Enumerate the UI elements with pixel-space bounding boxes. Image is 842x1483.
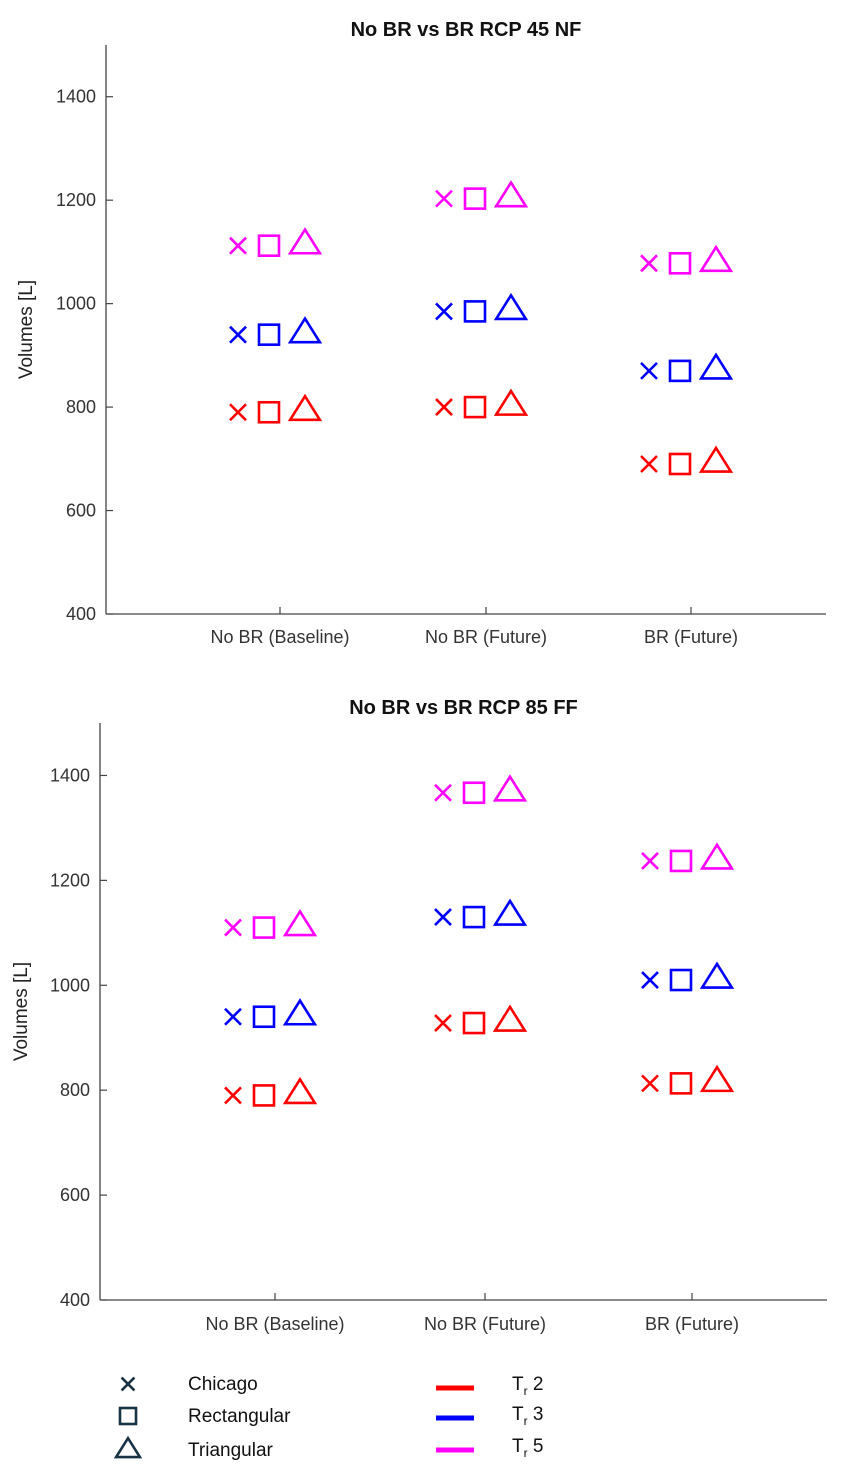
data-point-rectangular: [669, 849, 693, 873]
y-axis-label: Volumes [L]: [11, 962, 32, 1061]
data-point-chicago: [229, 325, 247, 344]
data-point-rectangular: [252, 1005, 276, 1029]
legend: Chicago Rectangular Triangular Tr 2 Tr 3 Tr 5: [113, 1374, 543, 1461]
data-point-triangular: [492, 1004, 528, 1032]
data-point-triangular: [699, 1064, 735, 1093]
y-tick-label: 1200: [56, 190, 96, 210]
data-point-rectangular: [257, 323, 281, 346]
square-marker-icon: [118, 1406, 138, 1426]
data-point-chicago: [640, 254, 658, 273]
data-point-chicago: [434, 908, 452, 927]
data-point-triangular: [698, 244, 734, 273]
y-tick-label: 400: [60, 1290, 90, 1310]
data-point-triangular: [699, 842, 735, 870]
y-tick-label: 1200: [50, 870, 90, 890]
legend-label-tr2: Tr 2: [512, 1374, 543, 1398]
data-point-chicago: [434, 783, 452, 802]
data-point-rectangular: [463, 187, 487, 210]
data-point-chicago: [641, 852, 659, 870]
data-point-rectangular: [668, 359, 692, 383]
data-point-chicago: [224, 918, 242, 937]
data-point-rectangular: [462, 781, 486, 805]
series-tr-3: [224, 898, 735, 1029]
data-point-triangular: [492, 898, 528, 926]
data-point-rectangular: [252, 916, 276, 939]
data-point-rectangular: [463, 395, 487, 419]
series-tr-3: [229, 292, 734, 383]
data-point-chicago: [640, 455, 658, 473]
data-point-chicago: [641, 971, 659, 989]
data-point-triangular: [699, 961, 735, 989]
chart-title: No BR vs BR RCP 45 NF: [351, 19, 582, 41]
legend-label-rectangular: Rectangular: [188, 1406, 291, 1427]
chart-title: No BR vs BR RCP 85 FF: [349, 697, 578, 719]
y-tick-label: 1400: [56, 87, 96, 107]
data-point-triangular: [493, 388, 529, 416]
chart-2: No BR vs BR RCP 85 FF 400 600 800 1000 1200 14…: [11, 697, 827, 1334]
data-point-triangular: [287, 316, 323, 344]
data-point-rectangular: [462, 905, 486, 929]
data-point-triangular: [287, 227, 323, 255]
data-point-chicago: [435, 189, 453, 208]
x-tick-label: No BR (Baseline): [210, 627, 349, 647]
data-point-triangular: [287, 393, 323, 422]
data-point-rectangular: [669, 1072, 693, 1095]
data-point-rectangular: [257, 400, 281, 424]
series-tr-2: [224, 1004, 735, 1107]
triangle-marker-icon: [113, 1435, 143, 1459]
data-point-triangular: [698, 445, 734, 473]
data-point-triangular: [698, 352, 734, 380]
data-point-rectangular: [668, 251, 692, 275]
x-tick-label: BR (Future): [645, 1314, 739, 1334]
data-point-chicago: [434, 1014, 452, 1032]
data-point-rectangular: [668, 452, 692, 476]
series-tr-5: [229, 180, 734, 275]
x-tick-label: BR (Future): [644, 627, 738, 647]
data-point-chicago: [224, 1007, 242, 1026]
y-tick-label: 600: [66, 501, 96, 521]
data-point-chicago: [435, 302, 453, 321]
data-point-rectangular: [462, 1011, 486, 1035]
y-tick-label: 1000: [50, 975, 90, 995]
y-tick-label: 1400: [50, 765, 90, 785]
data-point-chicago: [435, 398, 453, 417]
data-point-triangular: [493, 180, 529, 208]
y-tick-label: 1000: [56, 294, 96, 314]
x-tick-label: No BR (Future): [425, 627, 547, 647]
legend-label-triangular: Triangular: [188, 1440, 274, 1461]
series-tr-5: [224, 774, 735, 939]
x-tick-label: No BR (Baseline): [205, 1314, 344, 1334]
data-point-rectangular: [463, 300, 487, 323]
data-point-chicago: [641, 1074, 659, 1093]
data-point-triangular: [282, 1076, 318, 1105]
data-point-triangular: [493, 292, 529, 321]
x-marker-icon: [120, 1376, 136, 1392]
data-point-triangular: [282, 909, 318, 937]
series-tr-2: [229, 388, 734, 476]
legend-label-tr5: Tr 5: [512, 1436, 543, 1460]
data-point-triangular: [492, 774, 528, 802]
y-tick-label: 800: [66, 397, 96, 417]
data-point-rectangular: [252, 1084, 276, 1107]
y-tick-label: 800: [60, 1080, 90, 1100]
data-point-chicago: [229, 403, 247, 422]
data-point-chicago: [229, 236, 247, 255]
data-point-rectangular: [669, 968, 693, 992]
legend-label-tr3: Tr 3: [512, 1404, 543, 1428]
chart-1: No BR vs BR RCP 45 NF 400 600 800 1000 1200 14…: [16, 19, 826, 647]
legend-label-chicago: Chicago: [188, 1374, 258, 1395]
y-axis-label: Volumes [L]: [16, 280, 37, 379]
y-tick-label: 600: [60, 1185, 90, 1205]
data-point-rectangular: [257, 234, 281, 258]
y-tick-label: 400: [66, 604, 96, 624]
data-point-chicago: [640, 361, 658, 380]
data-point-chicago: [224, 1086, 242, 1105]
data-point-triangular: [282, 998, 318, 1026]
x-tick-label: No BR (Future): [424, 1314, 546, 1334]
